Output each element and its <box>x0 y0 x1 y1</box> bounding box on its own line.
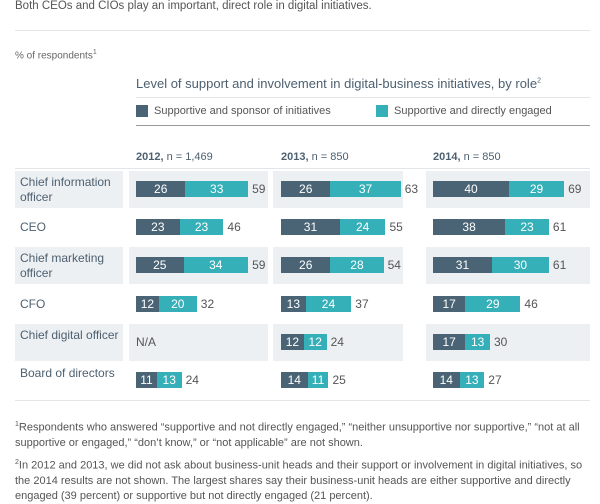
bar-sponsor: 31 <box>433 257 492 273</box>
footnote-mark: 1 <box>15 421 19 428</box>
bar-sponsor: 23 <box>136 219 180 235</box>
bar-engaged: 13 <box>156 372 182 388</box>
bar-engaged: 13 <box>459 372 485 388</box>
bar-sponsor: 12 <box>281 334 304 350</box>
bar-engaged: 24 <box>339 219 386 235</box>
bar-sponsor: 40 <box>433 181 509 197</box>
row-label: Chief digital officer <box>20 328 119 342</box>
row-label: Chief information officer <box>20 175 111 204</box>
legend-label: Supportive and sponsor of initiatives <box>154 105 331 117</box>
bar-total: 54 <box>387 258 401 272</box>
row-label-bg <box>15 171 123 208</box>
bar-total: 63 <box>404 182 419 196</box>
panel-n: n = 850 <box>311 151 349 163</box>
row-label-bg <box>15 247 123 284</box>
footnote-1: 1Respondents who answered “supportive an… <box>15 417 595 451</box>
legend-item-engaged: Supportive and directly engaged <box>376 105 552 117</box>
bar-engaged: 30 <box>491 257 549 273</box>
divider <box>136 125 590 126</box>
panel-year: 2012, <box>136 151 164 163</box>
panel-header-2012: 2012, n = 1,469 <box>136 151 213 163</box>
bar-total: 24 <box>185 373 199 387</box>
bar-engaged: 37 <box>330 181 401 197</box>
bar-sponsor: 14 <box>281 372 308 388</box>
bar-sponsor: 26 <box>136 181 186 197</box>
legend-swatch <box>376 105 388 117</box>
bar-sponsor: 26 <box>281 181 331 197</box>
bar-engaged: 34 <box>183 257 249 273</box>
bar-total: 32 <box>200 297 215 311</box>
footnote-text: In 2012 and 2013, we did not ask about b… <box>15 459 583 502</box>
bar-engaged: 29 <box>465 296 521 312</box>
bar-sponsor: 12 <box>136 296 159 312</box>
bar-sponsor: 25 <box>136 257 184 273</box>
panel-header-2013: 2013, n = 850 <box>281 151 349 163</box>
row-label: Chief marketing officer <box>20 251 105 280</box>
divider <box>15 400 590 401</box>
bar-total: 46 <box>227 220 241 234</box>
chart-title-text: Level of support and involvement in digi… <box>136 76 538 91</box>
subtitle: Both CEOs and CIOs play an important, di… <box>15 0 372 12</box>
bar-total: 61 <box>552 258 567 272</box>
footnote-mark: 2 <box>15 459 19 466</box>
bar-total: 55 <box>389 220 403 234</box>
row-label: CFO <box>20 297 46 311</box>
panel-header-2014: 2014, n = 850 <box>433 151 501 163</box>
legend-item-sponsor: Supportive and sponsor of initiatives <box>136 105 331 117</box>
bar-sponsor: 14 <box>433 372 460 388</box>
bar-total: 69 <box>568 182 582 196</box>
na-label: N/A <box>136 335 157 349</box>
footnote-mark: 2 <box>537 77 541 85</box>
bar-sponsor: 31 <box>281 219 340 235</box>
footnote-mark: 1 <box>92 49 97 56</box>
bar-sponsor: 17 <box>433 296 466 312</box>
panel-year: 2014, <box>433 151 461 163</box>
bar-engaged: 20 <box>158 296 197 312</box>
divider <box>15 30 590 31</box>
legend-swatch <box>136 105 148 117</box>
bar-engaged: 11 <box>307 372 329 388</box>
bar-total: 59 <box>252 182 266 196</box>
panel-bg <box>129 324 268 361</box>
bar-total: 59 <box>252 258 266 272</box>
row-label-bg <box>15 324 123 361</box>
row-label: CEO <box>20 220 47 234</box>
bar-sponsor: 11 <box>136 372 157 388</box>
bar-engaged: 12 <box>303 334 327 350</box>
bar-sponsor: 13 <box>281 296 306 312</box>
panel-n: n = 850 <box>463 151 501 163</box>
unit-label: % of respondents1 <box>15 49 97 61</box>
bar-total: 24 <box>330 335 344 349</box>
legend-label: Supportive and directly engaged <box>394 105 552 117</box>
bar-total: 30 <box>494 335 508 349</box>
bar-total: 37 <box>355 297 369 311</box>
bar-engaged: 23 <box>179 219 224 235</box>
chart-title: Level of support and involvement in digi… <box>136 76 541 91</box>
bar-engaged: 33 <box>185 181 249 197</box>
panel-year: 2013, <box>281 151 309 163</box>
bar-engaged: 24 <box>305 296 352 312</box>
bar-total: 46 <box>524 297 538 311</box>
unit-text: % of respondents <box>15 50 93 62</box>
bar-sponsor: 26 <box>281 257 331 273</box>
row-label: Board of directors <box>20 366 115 380</box>
bar-engaged: 29 <box>509 181 565 197</box>
bar-engaged: 13 <box>465 334 490 350</box>
bar-engaged: 23 <box>505 219 549 235</box>
bar-sponsor: 38 <box>433 219 506 235</box>
bar-total: 27 <box>488 373 502 387</box>
bar-sponsor: 17 <box>433 334 466 350</box>
bar-engaged: 28 <box>330 257 384 273</box>
divider <box>136 97 590 98</box>
bar-total: 25 <box>332 373 346 387</box>
footnote-2: 2In 2012 and 2013, we did not ask about … <box>15 455 595 504</box>
bar-total: 61 <box>552 220 567 234</box>
footnote-text: Respondents who answered “supportive and… <box>15 421 580 449</box>
divider <box>15 168 590 169</box>
panel-n: n = 1,469 <box>166 151 213 163</box>
